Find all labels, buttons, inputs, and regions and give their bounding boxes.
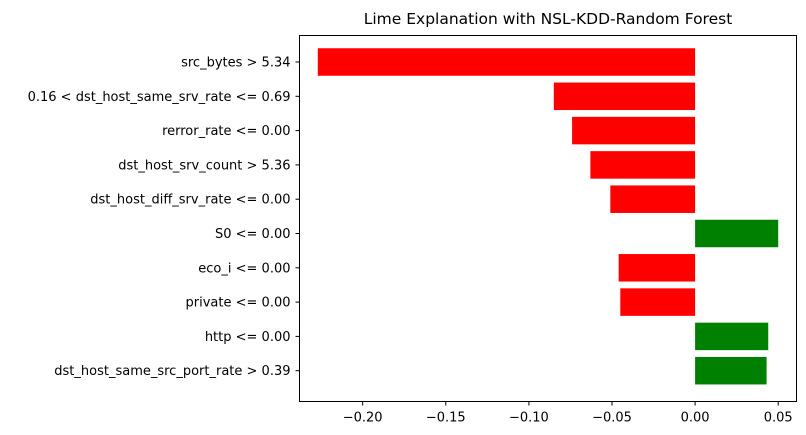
bar-3 bbox=[590, 151, 696, 179]
y-tick-label-7: private <= 0.00 bbox=[186, 296, 291, 311]
y-axis-ticks: src_bytes > 5.34 0.16 < dst_host_same_srv… bbox=[28, 56, 300, 379]
x-axis-ticks: −0.20 −0.15 −0.10 −0.05 0.00 0.05 bbox=[343, 401, 793, 426]
x-tick-label-1: −0.15 bbox=[426, 411, 466, 426]
bar-2 bbox=[572, 116, 696, 145]
y-tick-label-3: dst_host_srv_count > 5.36 bbox=[118, 158, 290, 173]
y-tick-label-5: S0 <= 0.00 bbox=[215, 227, 291, 242]
bar-7 bbox=[620, 288, 696, 316]
bar-0 bbox=[317, 48, 696, 76]
x-tick-label-2: −0.10 bbox=[509, 411, 549, 426]
chart-title: Lime Explanation with NSL-KDD-Random For… bbox=[364, 10, 733, 28]
plot-frame bbox=[299, 35, 797, 402]
bar-5 bbox=[695, 219, 779, 248]
x-tick-label-3: −0.05 bbox=[592, 411, 632, 426]
bar-9 bbox=[695, 356, 767, 385]
y-tick-label-6: eco_i <= 0.00 bbox=[198, 261, 290, 276]
y-tick-label-0: src_bytes > 5.34 bbox=[181, 56, 290, 71]
y-tick-label-4: dst_host_diff_srv_rate <= 0.00 bbox=[90, 193, 290, 208]
x-tick-label-0: −0.20 bbox=[343, 411, 383, 426]
y-tick-label-8: http <= 0.00 bbox=[205, 330, 291, 345]
x-tick-label-4: 0.00 bbox=[681, 411, 710, 426]
y-tick-label-9: dst_host_same_src_port_rate > 0.39 bbox=[54, 364, 290, 379]
bars-group bbox=[317, 48, 779, 385]
y-tick-label-2: rerror_rate <= 0.00 bbox=[162, 124, 290, 139]
bar-8 bbox=[695, 322, 769, 351]
x-tick-label-5: 0.05 bbox=[764, 411, 793, 426]
y-tick-label-1: 0.16 < dst_host_same_srv_rate <= 0.69 bbox=[28, 90, 291, 105]
bar-6 bbox=[618, 254, 696, 282]
bar-1 bbox=[553, 82, 696, 111]
bar-4 bbox=[610, 185, 696, 213]
